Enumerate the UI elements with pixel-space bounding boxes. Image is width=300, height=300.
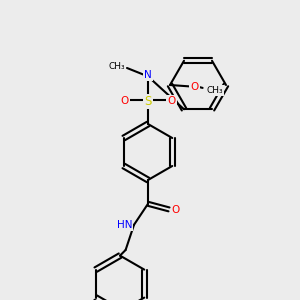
Text: CH₃: CH₃ — [207, 86, 223, 95]
Text: O: O — [120, 96, 128, 106]
Text: CH₃: CH₃ — [108, 62, 125, 71]
Text: S: S — [144, 95, 152, 108]
Text: N: N — [144, 70, 152, 80]
Text: HN: HN — [116, 220, 132, 230]
Text: O: O — [190, 82, 199, 92]
Text: O: O — [167, 96, 176, 106]
Text: O: O — [172, 206, 180, 215]
